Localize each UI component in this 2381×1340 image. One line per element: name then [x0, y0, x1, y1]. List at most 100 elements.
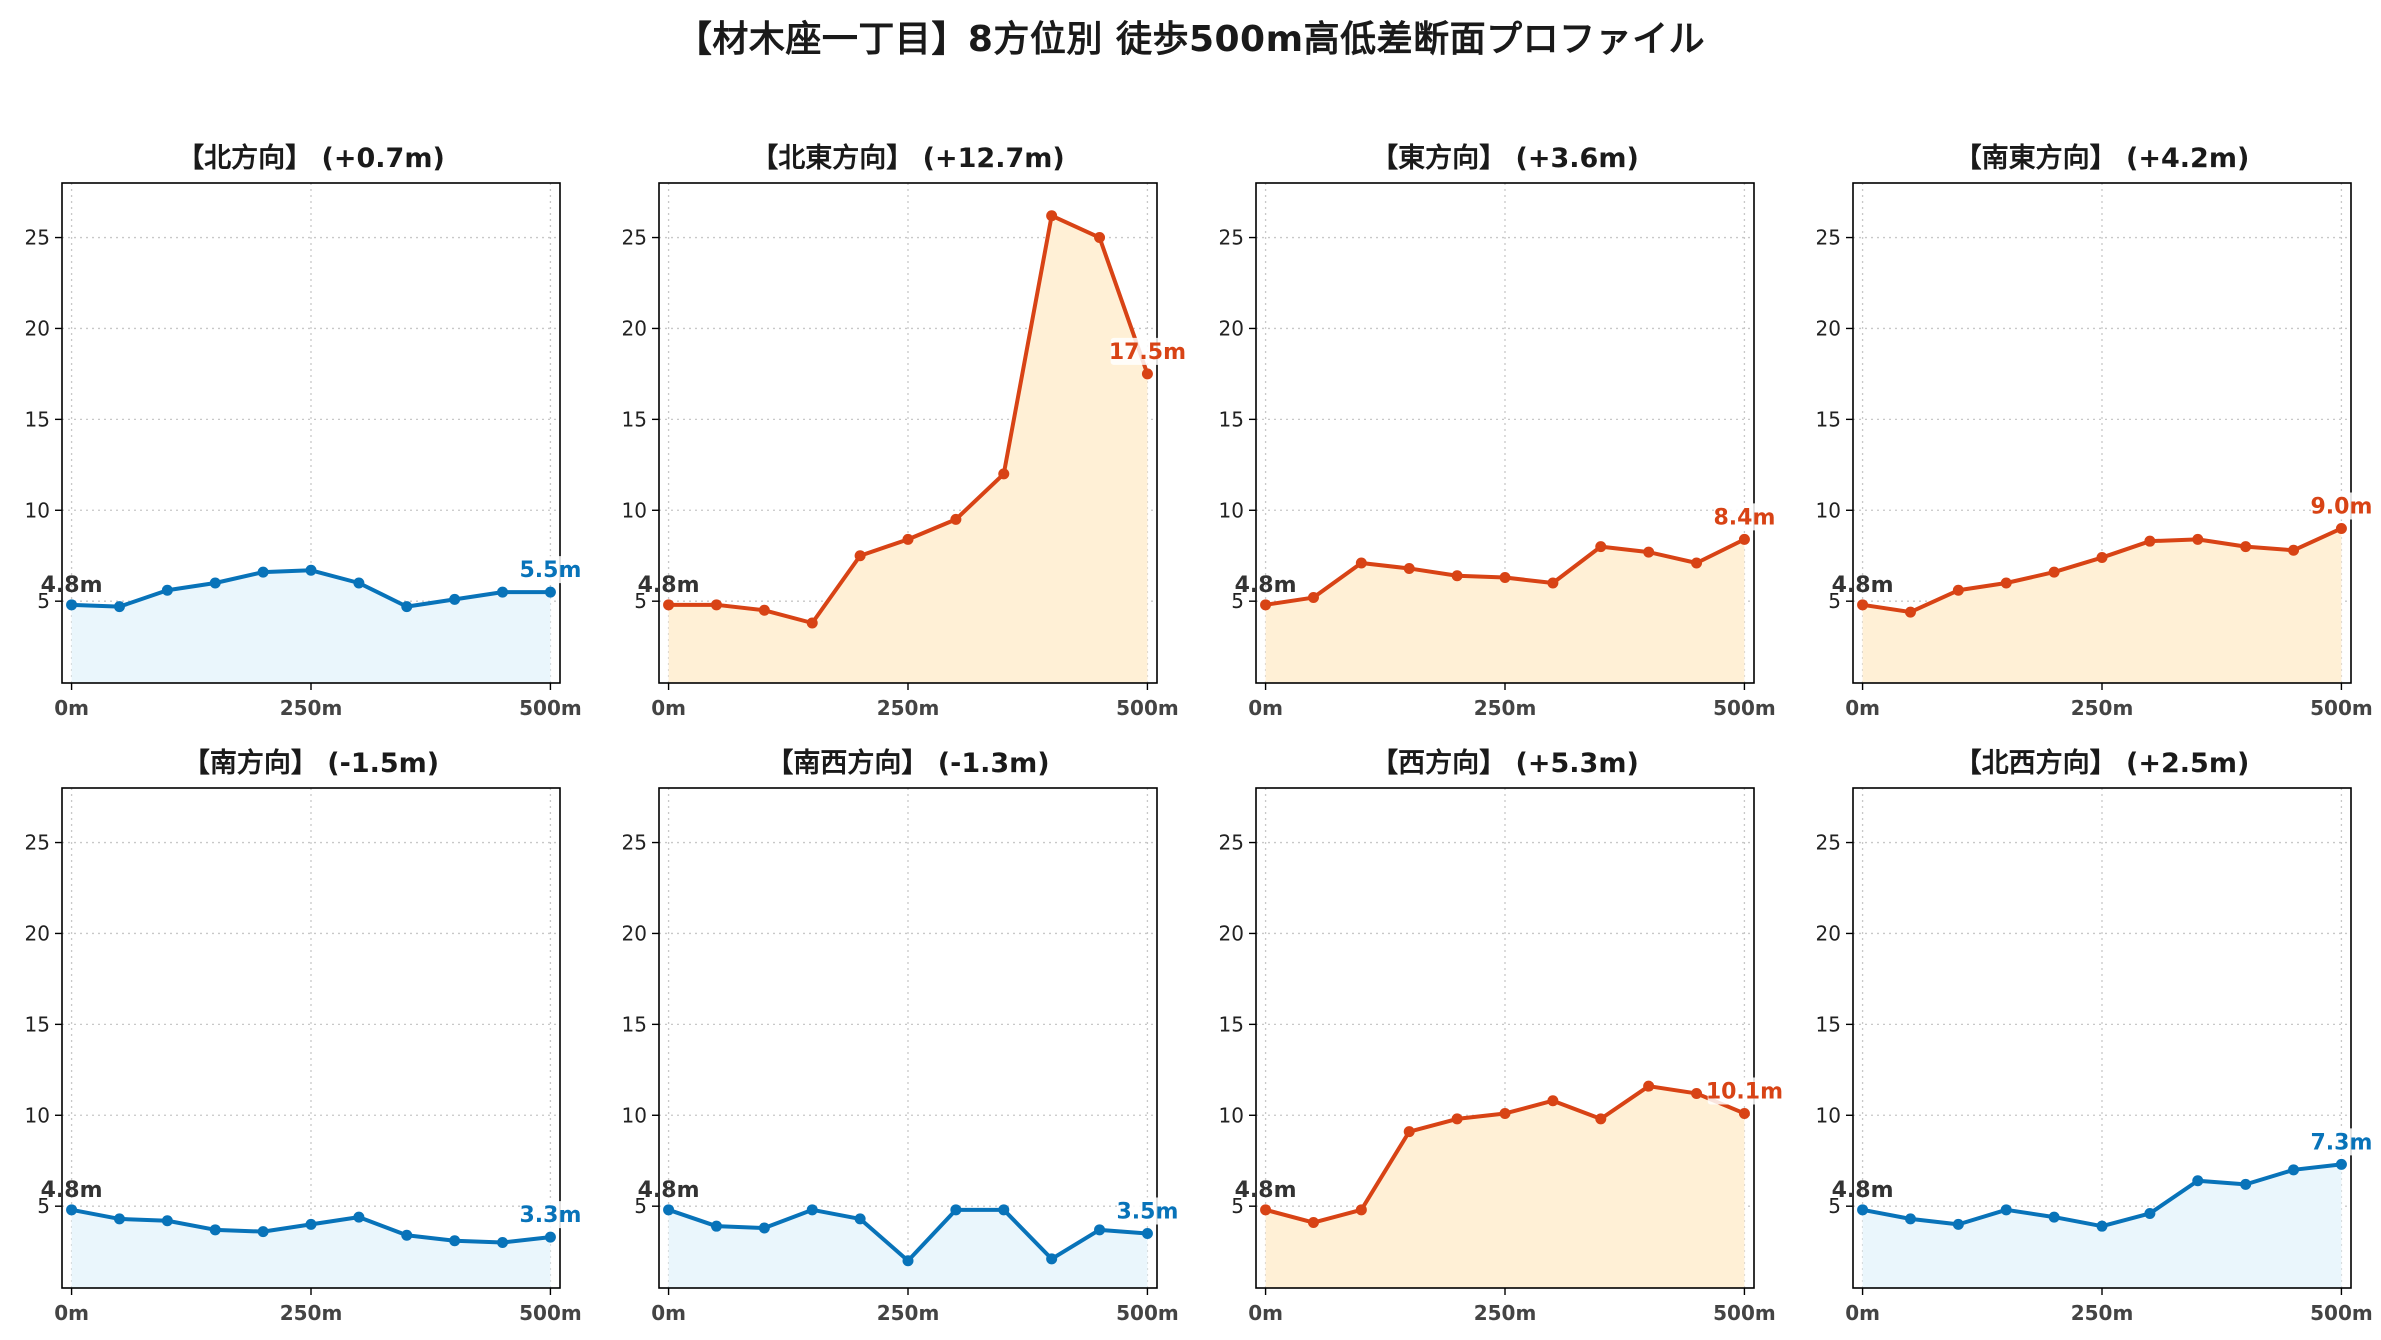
elevation-point: [663, 599, 675, 611]
elevation-point: [1094, 1224, 1106, 1236]
panel-title: 【東方向】 (+3.6m): [1371, 142, 1639, 174]
y-tick-label: 15: [622, 407, 647, 431]
elevation-point: [161, 1215, 173, 1227]
elevation-point: [1499, 1107, 1511, 1119]
elevation-point: [902, 1255, 914, 1267]
y-tick-label: 15: [1816, 1012, 1841, 1036]
y-tick-label: 25: [1219, 226, 1244, 250]
elevation-point: [1046, 1253, 1058, 1265]
end-elevation-label: 5.5m: [519, 558, 581, 583]
elevation-point: [1307, 1217, 1319, 1229]
plot-frame: [61, 787, 561, 1289]
start-elevation-label: 4.8m: [41, 1178, 103, 1203]
elevation-point: [1451, 570, 1463, 582]
elevation-point: [209, 1224, 221, 1236]
elevation-point: [1857, 599, 1869, 611]
elevation-point: [1260, 599, 1272, 611]
y-tick-label: 5: [1828, 1194, 1841, 1218]
elevation-point: [1141, 368, 1153, 380]
elevation-point: [1691, 557, 1703, 569]
elevation-point: [1094, 232, 1106, 244]
y-tick-label: 5: [1231, 1194, 1244, 1218]
x-tick-label: 500m: [1116, 696, 1179, 720]
end-label-bg: [1714, 503, 1775, 531]
figure-title: 【材木座一丁目】8方位別 徒歩500m高低差断面プロファイル: [675, 19, 1706, 60]
elevation-point: [544, 586, 556, 598]
x-tick-label: 500m: [1713, 696, 1776, 720]
x-tick-label: 500m: [1116, 1301, 1179, 1325]
elevation-point: [902, 533, 914, 545]
y-tick-label: 10: [1219, 1103, 1244, 1127]
elevation-point: [305, 564, 317, 576]
elevation-point: [1403, 1126, 1415, 1138]
panel-title: 【西方向】 (+5.3m): [1371, 747, 1639, 779]
elevation-point: [1595, 541, 1607, 553]
end-label-bg: [1707, 1077, 1782, 1105]
y-tick-label: 5: [1828, 589, 1841, 613]
y-tick-label: 15: [1219, 407, 1244, 431]
y-tick-label: 25: [1219, 831, 1244, 855]
elevation-point: [663, 1204, 675, 1216]
end-elevation-label: 9.0m: [2310, 494, 2372, 519]
y-tick-label: 15: [1219, 1012, 1244, 1036]
elevation-point: [2048, 566, 2060, 578]
elevation-point: [1691, 1087, 1703, 1099]
y-tick-label: 25: [622, 831, 647, 855]
y-tick-label: 10: [1816, 498, 1841, 522]
elevation-point: [353, 1211, 365, 1223]
elevation-point: [1547, 1095, 1559, 1107]
elevation-point: [998, 1204, 1010, 1216]
elevation-point: [353, 577, 365, 589]
elevation-point: [401, 1229, 413, 1241]
elevation-point: [1403, 562, 1415, 574]
y-tick-label: 10: [25, 1103, 50, 1127]
elevation-point: [1355, 1204, 1367, 1216]
elevation-point: [305, 1218, 317, 1230]
x-tick-label: 500m: [519, 1301, 582, 1325]
elevation-point: [1904, 606, 1916, 618]
end-label-bg: [520, 1201, 581, 1229]
elevation-point: [758, 604, 770, 616]
x-tick-label: 0m: [651, 1301, 686, 1325]
elevation-area: [1265, 1086, 1745, 1288]
y-tick-label: 10: [622, 1103, 647, 1127]
x-tick-label: 250m: [280, 696, 343, 720]
panel-title: 【南方向】 (-1.5m): [183, 747, 439, 779]
y-tick-label: 20: [1816, 316, 1841, 340]
elevation-point: [2096, 1220, 2108, 1232]
start-elevation-label: 4.8m: [41, 573, 103, 598]
elevation-point: [854, 1213, 866, 1225]
y-tick-label: 15: [622, 1012, 647, 1036]
x-tick-label: 500m: [2310, 696, 2373, 720]
elevation-point: [544, 1231, 556, 1243]
elevation-point: [2240, 1178, 2252, 1190]
elevation-point: [497, 1237, 509, 1249]
elevation-point: [998, 468, 1010, 480]
x-tick-label: 500m: [1713, 1301, 1776, 1325]
y-tick-label: 20: [1219, 316, 1244, 340]
end-elevation-label: 10.1m: [1706, 1079, 1783, 1104]
end-elevation-label: 7.3m: [2310, 1130, 2372, 1155]
y-tick-label: 25: [25, 226, 50, 250]
y-tick-label: 10: [622, 498, 647, 522]
elevation-point: [1643, 1080, 1655, 1092]
panel-title: 【南西方向】 (-1.3m): [766, 747, 1049, 779]
x-tick-label: 0m: [54, 1301, 89, 1325]
elevation-point: [1260, 1204, 1272, 1216]
elevation-point: [2144, 1207, 2156, 1219]
x-tick-label: 0m: [1248, 696, 1283, 720]
x-tick-label: 250m: [2071, 1301, 2134, 1325]
elevation-point: [209, 577, 221, 589]
y-tick-label: 5: [634, 589, 647, 613]
elevation-point: [113, 1213, 125, 1225]
elevation-point: [710, 1220, 722, 1232]
elevation-point: [2192, 533, 2204, 545]
start-elevation-label: 4.8m: [1235, 573, 1297, 598]
elevation-point: [449, 593, 461, 605]
start-elevation-label: 4.8m: [1832, 1178, 1894, 1203]
